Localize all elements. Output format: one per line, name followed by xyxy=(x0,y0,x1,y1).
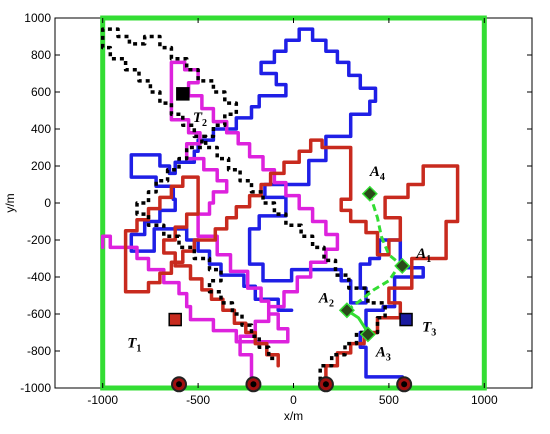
x-tick-label: 0 xyxy=(290,393,297,407)
trajectory-series xyxy=(100,27,460,385)
x-tick-label: 500 xyxy=(379,393,399,407)
agent-label-A2: A2 xyxy=(318,290,334,309)
x-tick-label: 1000 xyxy=(471,393,498,407)
target-markers: T1 T2 T3 xyxy=(127,87,436,355)
x-tick-label: -500 xyxy=(186,393,210,407)
target-label-T2: T2 xyxy=(193,110,207,129)
y-tick-label: -800 xyxy=(27,344,51,358)
start-point-core xyxy=(401,381,408,388)
x-tick-label: -1000 xyxy=(87,393,118,407)
agent-label-A3: A3 xyxy=(375,344,391,363)
series-line-6 xyxy=(346,263,402,312)
agent-A1 xyxy=(394,257,411,274)
agent-A2 xyxy=(338,302,355,319)
y-tick-label: -600 xyxy=(27,307,51,321)
plot-area xyxy=(54,17,533,389)
agent-markers: A4 A1 A2 A3 xyxy=(318,164,431,364)
agent-label-A1: A1 xyxy=(415,246,431,265)
target-T2 xyxy=(176,87,190,101)
y-tick-label: 400 xyxy=(31,122,51,136)
start-point-core xyxy=(250,381,257,388)
target-label-T3: T3 xyxy=(422,320,436,339)
y-tick-label: -200 xyxy=(27,233,51,247)
series-line-3 xyxy=(123,138,460,385)
start-point-core xyxy=(322,381,329,388)
start-markers xyxy=(171,376,413,393)
tick-labels: -1000 -500 0 500 1000 -1000 -800 -600 -400 -200 0 2… xyxy=(20,11,532,407)
y-tick-label: 0 xyxy=(44,196,51,210)
series-line-5 xyxy=(368,193,402,266)
agent-label-A4: A4 xyxy=(369,164,385,183)
target-label-T1: T1 xyxy=(127,336,141,355)
agent-A3 xyxy=(359,326,376,343)
series-line-1 xyxy=(129,27,425,385)
axes-frame xyxy=(54,17,533,389)
target-T1 xyxy=(168,312,182,327)
y-tick-label: -400 xyxy=(27,270,51,284)
start-point-core xyxy=(176,381,183,388)
series-line-4 xyxy=(100,27,387,381)
series-line-2 xyxy=(100,60,340,385)
y-tick-label: -1000 xyxy=(20,381,51,395)
y-tick-label: 600 xyxy=(31,85,51,99)
target-T3 xyxy=(399,312,413,327)
agent-A4 xyxy=(361,185,378,202)
y-tick-label: 800 xyxy=(31,48,51,62)
x-axis-label: x/m xyxy=(284,409,303,423)
y-tick-label: 200 xyxy=(31,159,51,173)
y-tick-label: 1000 xyxy=(24,11,51,25)
y-axis-label: y/m xyxy=(3,193,17,212)
